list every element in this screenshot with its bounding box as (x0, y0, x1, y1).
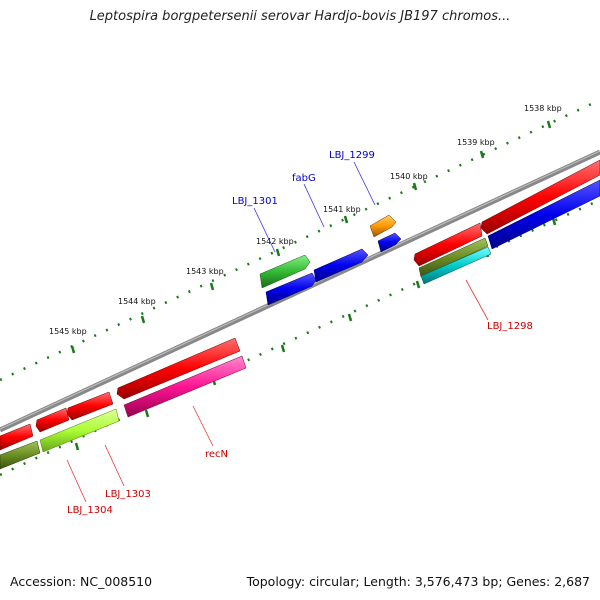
tick-1543 (209, 282, 215, 291)
inner-tick (347, 313, 353, 322)
gene-label-recn[interactable]: recN (205, 449, 228, 460)
inner-tick (415, 280, 421, 289)
ruler-label: 1544 kbp (118, 297, 156, 306)
map-title: Leptospira borgpetersenii serovar Hardjo… (89, 9, 511, 24)
topology-label: Topology: (246, 574, 306, 589)
gene-blue-right[interactable] (487, 179, 600, 250)
tick-1540 (412, 182, 418, 191)
leader-line-lbj-1298 (465, 279, 489, 321)
gene-label-lbj-1299[interactable]: LBJ_1299 (329, 150, 375, 161)
gene-lbj-1299-orange[interactable] (369, 214, 397, 238)
leader-line-lbj-1303 (104, 444, 125, 487)
length-label: Length: (363, 574, 411, 589)
gene-label-lbj-1301[interactable]: LBJ_1301 (232, 196, 278, 207)
ruler-label: 1541 kbp (323, 205, 361, 214)
genes-value: 2,687 (554, 574, 590, 589)
gene-lbj-1303-lime[interactable] (39, 408, 120, 453)
leader-line-lbj-1304 (66, 459, 87, 503)
ruler-label: 1545 kbp (49, 327, 87, 336)
gene-red-right-top[interactable] (480, 159, 600, 235)
accession-value: NC_008510 (80, 574, 153, 589)
ruler-label: 1539 kbp (457, 138, 495, 147)
gene-label-lbj-1298[interactable]: LBJ_1298 (487, 321, 533, 332)
inner-tick (280, 344, 286, 353)
ruler-label: 1543 kbp (186, 267, 224, 276)
gene-lbj-1304-olive[interactable] (0, 440, 41, 470)
genes-label: Genes: (506, 574, 551, 589)
gene-lbj-1301-green[interactable] (259, 254, 311, 289)
tick-1544 (140, 315, 146, 324)
leader-line-recn (192, 405, 214, 447)
topology-value: circular (309, 574, 356, 589)
gene-cyan-right[interactable] (420, 246, 492, 285)
gene-olive-right[interactable] (418, 237, 489, 278)
gene-label-lbj-1304[interactable]: LBJ_1304 (67, 505, 113, 516)
outer-major-ticks (70, 120, 552, 354)
gene-red-left-b[interactable] (35, 407, 70, 433)
tick-1539 (479, 150, 485, 159)
ruler-label: 1538 kbp (524, 104, 562, 113)
ruler-label: 1540 kbp (390, 172, 428, 181)
gene-red-left-c[interactable] (0, 423, 34, 451)
leader-line-fabg (303, 183, 325, 228)
genome-stats: Topology: circular; Length: 3,576,473 bp… (246, 574, 590, 589)
tick-1545 (70, 345, 76, 354)
gene-blue-lower[interactable] (265, 272, 317, 306)
gene-recn-magenta[interactable] (123, 355, 247, 418)
tick-1538 (546, 120, 552, 129)
accession-info: Accession: NC_008510 (10, 574, 152, 589)
inner-tick (74, 442, 80, 451)
tick-1541 (343, 215, 349, 224)
leader-line-lbj-1299 (353, 161, 376, 206)
tick-1542 (275, 248, 281, 257)
inner-ruler (0, 198, 600, 477)
gene-small-blue[interactable] (377, 232, 402, 253)
inner-tick (144, 409, 150, 418)
gene-label-fabg[interactable]: fabG (292, 173, 316, 184)
length-value: 3,576,473 bp (414, 574, 499, 589)
gene-red-center[interactable] (116, 337, 241, 400)
gene-lbj-1298-red[interactable] (413, 222, 483, 267)
gene-label-lbj-1303[interactable]: LBJ_1303 (105, 489, 151, 500)
accession-label: Accession: (10, 574, 77, 589)
leader-line-lbj-1301 (253, 207, 276, 253)
ruler-label: 1542 kbp (256, 237, 294, 246)
